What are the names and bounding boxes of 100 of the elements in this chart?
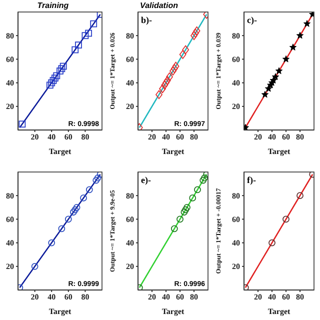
point — [80, 194, 87, 202]
y-tick-label: 40 — [6, 78, 14, 88]
y-tick-label: 40 — [126, 238, 134, 248]
x-tick-label: 40 — [268, 292, 276, 302]
x-tick-label: 80 — [190, 292, 198, 302]
y-tick-label: 20 — [126, 102, 134, 112]
point — [50, 76, 57, 84]
point — [192, 28, 199, 38]
y-tick-label: 20 — [6, 102, 14, 112]
y-tick-label: 60 — [126, 55, 134, 64]
point — [82, 32, 89, 40]
point — [75, 42, 82, 48]
point — [64, 216, 72, 223]
y-tick-label: 60 — [6, 55, 14, 64]
chart-subtitle: c)- — [247, 15, 257, 25]
point — [53, 72, 60, 80]
x-axis-title: Target — [162, 307, 185, 316]
y-tick-label: 20 — [232, 102, 240, 112]
y-tick-label: 20 — [126, 262, 134, 272]
point — [189, 194, 196, 202]
x-tick-label: 40 — [162, 132, 170, 142]
x-axis-title: Target — [268, 307, 291, 316]
point — [303, 20, 311, 27]
point — [48, 79, 56, 86]
point — [72, 206, 79, 214]
point — [60, 62, 67, 70]
x-axis-title: Target — [162, 147, 185, 156]
point — [170, 64, 178, 74]
point — [261, 90, 269, 98]
x-tick-label: 80 — [296, 132, 304, 142]
point — [85, 30, 92, 37]
point — [48, 239, 56, 246]
y-tick-label: 60 — [232, 55, 240, 64]
y-tick-label: 80 — [6, 31, 14, 40]
point — [166, 72, 173, 82]
x-tick-label: 60 — [176, 132, 184, 142]
x-axis-title: Target — [48, 307, 72, 316]
point — [56, 68, 64, 74]
chart-subtitle: f)- — [247, 175, 256, 185]
point — [52, 74, 58, 82]
point — [164, 76, 171, 85]
x-tick-label: 20 — [254, 132, 262, 142]
point — [296, 192, 304, 200]
x-tick-label: 60 — [282, 132, 290, 142]
y-tick-label: 80 — [232, 191, 240, 200]
x-tick-label: 40 — [48, 292, 56, 302]
x-tick-label: 20 — [148, 292, 156, 302]
point — [182, 206, 190, 214]
x-tick-label: 20 — [30, 292, 39, 302]
point — [296, 32, 304, 39]
point — [94, 174, 102, 182]
point — [46, 82, 54, 89]
point — [31, 262, 38, 270]
x-tick-label: 60 — [176, 292, 184, 302]
x-tick-label: 80 — [81, 292, 90, 302]
point — [282, 216, 290, 223]
point — [58, 225, 66, 232]
point — [159, 84, 166, 94]
y-tick-label: 40 — [232, 78, 240, 88]
point — [170, 225, 178, 232]
point — [70, 208, 77, 216]
point — [190, 31, 198, 40]
point — [18, 120, 26, 128]
point — [176, 216, 184, 223]
point — [193, 26, 200, 36]
x-axis-title: Target — [268, 147, 291, 156]
y-tick-label: 40 — [126, 78, 134, 88]
point — [73, 204, 80, 211]
point — [172, 62, 180, 71]
x-tick-label: 20 — [254, 292, 262, 302]
x-tick-label: 80 — [296, 292, 304, 302]
x-tick-label: 40 — [162, 292, 170, 302]
point — [289, 44, 297, 50]
point — [182, 45, 190, 54]
x-tick-label: 40 — [268, 132, 276, 142]
point — [275, 67, 283, 74]
y-tick-label: 80 — [126, 31, 134, 40]
x-axis-title: Target — [48, 147, 72, 156]
point — [180, 208, 188, 216]
point — [72, 46, 79, 54]
y-tick-label: 80 — [126, 191, 134, 200]
chart-title: Training — [36, 0, 70, 11]
y-tick-label: 60 — [232, 215, 240, 224]
point — [156, 90, 162, 100]
x-tick-label: 80 — [190, 132, 198, 142]
point — [200, 176, 207, 184]
point — [92, 176, 100, 184]
point — [184, 204, 190, 211]
x-tick-label: 20 — [30, 132, 39, 142]
x-tick-label: 80 — [81, 132, 90, 142]
chart-subtitle: e)- — [141, 175, 151, 185]
y-tick-label: 60 — [6, 215, 14, 224]
point — [58, 65, 66, 72]
y-tick-label: 40 — [6, 238, 14, 248]
x-tick-label: 20 — [148, 132, 156, 142]
y-tick-label: 20 — [6, 262, 14, 272]
y-tick-label: 40 — [232, 238, 240, 248]
point — [179, 50, 186, 59]
x-tick-label: 40 — [48, 132, 56, 142]
x-tick-label: 60 — [64, 292, 72, 302]
